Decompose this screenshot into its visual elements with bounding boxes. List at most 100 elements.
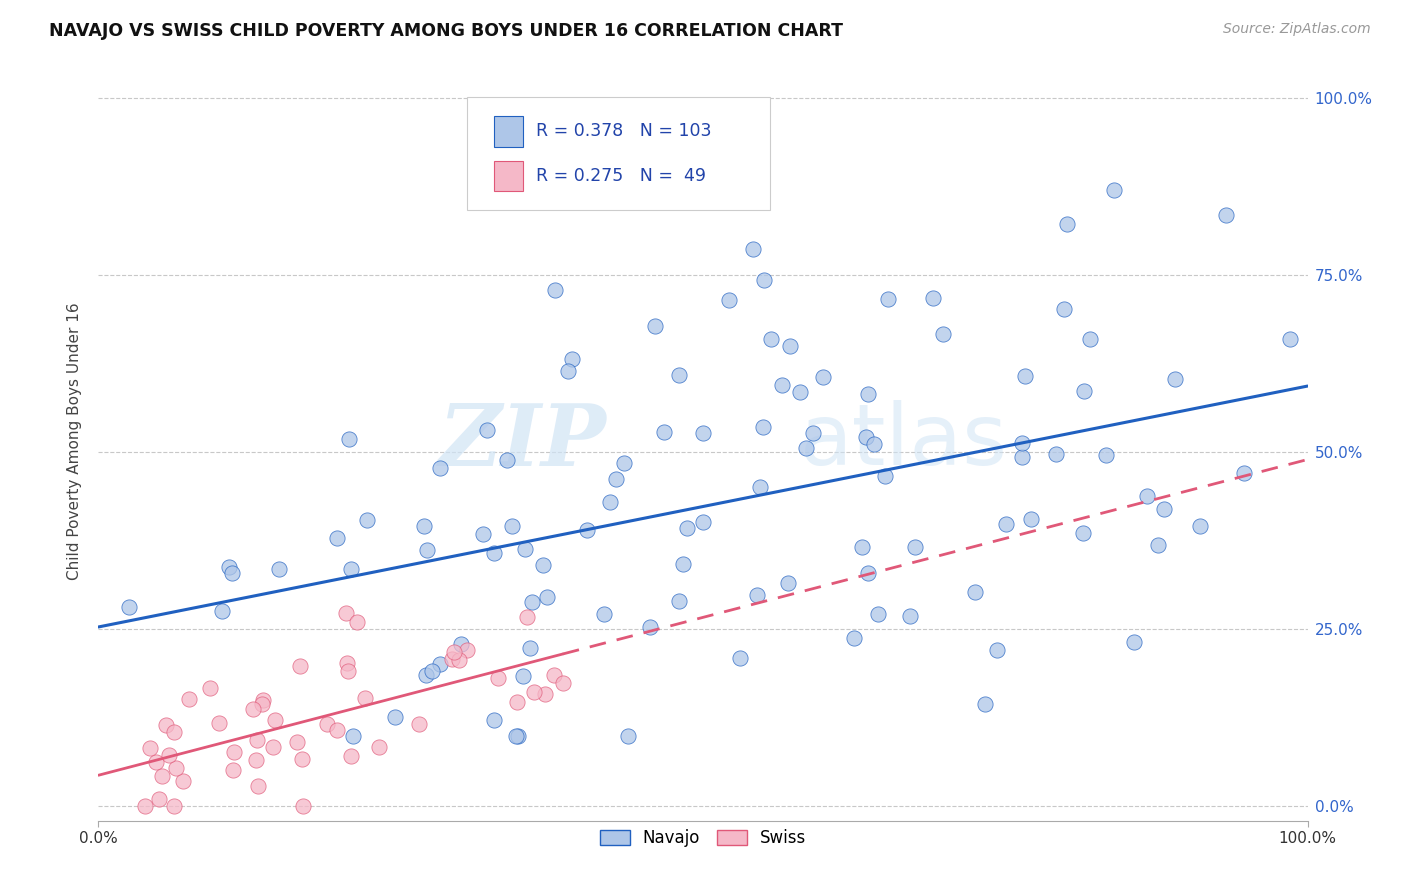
Point xyxy=(1071,525,1094,540)
Point xyxy=(336,664,359,678)
Point xyxy=(163,725,186,739)
Point xyxy=(505,695,527,709)
Point xyxy=(519,641,541,656)
Point xyxy=(523,685,546,699)
Point xyxy=(339,749,361,764)
Point xyxy=(794,442,817,456)
Point xyxy=(638,620,661,634)
Point xyxy=(855,430,877,444)
Point xyxy=(342,729,364,743)
Point xyxy=(139,741,162,756)
Point xyxy=(291,799,314,814)
Point xyxy=(1278,332,1301,346)
Point xyxy=(844,632,866,646)
Point xyxy=(866,607,889,621)
Point xyxy=(208,716,231,731)
Point xyxy=(211,604,233,618)
Point xyxy=(776,576,799,591)
Point xyxy=(413,519,436,533)
Point xyxy=(742,243,765,257)
Point xyxy=(512,669,534,683)
Point xyxy=(900,608,922,623)
Point xyxy=(536,591,558,605)
Point xyxy=(488,671,510,685)
Point xyxy=(904,540,927,554)
Point xyxy=(477,423,499,437)
Text: R = 0.275   N =  49: R = 0.275 N = 49 xyxy=(536,167,706,186)
Point xyxy=(531,558,554,572)
Point xyxy=(858,566,880,581)
Text: ZIP: ZIP xyxy=(439,400,606,483)
Point xyxy=(172,774,194,789)
Point xyxy=(326,723,349,737)
Point xyxy=(779,339,801,353)
Point xyxy=(644,318,666,333)
Point xyxy=(752,273,775,287)
Point xyxy=(759,332,782,346)
Point xyxy=(222,763,245,777)
Point xyxy=(605,472,627,486)
Point xyxy=(672,558,695,572)
Point xyxy=(157,747,180,762)
Point xyxy=(1073,384,1095,398)
Point xyxy=(617,729,640,743)
Point xyxy=(1122,635,1144,649)
Point xyxy=(875,468,897,483)
Point xyxy=(1011,450,1033,465)
Point xyxy=(876,293,898,307)
Legend: Navajo, Swiss: Navajo, Swiss xyxy=(593,822,813,854)
Point xyxy=(863,437,886,451)
Point xyxy=(1102,183,1125,197)
Point xyxy=(520,595,543,609)
Point xyxy=(1189,518,1212,533)
Text: atlas: atlas xyxy=(800,400,1008,483)
Y-axis label: Child Poverty Among Boys Under 16: Child Poverty Among Boys Under 16 xyxy=(67,302,83,581)
Point xyxy=(346,615,368,630)
Point xyxy=(1233,467,1256,481)
Point xyxy=(456,643,478,657)
Point xyxy=(384,710,406,724)
Point xyxy=(224,745,246,759)
Point xyxy=(717,293,740,307)
Point xyxy=(245,753,267,767)
Point xyxy=(415,668,437,682)
Point xyxy=(652,425,675,439)
Point xyxy=(356,513,378,527)
Point xyxy=(118,599,141,614)
Point xyxy=(495,453,517,467)
Point xyxy=(1078,332,1101,346)
Point xyxy=(177,692,200,706)
Point xyxy=(515,609,537,624)
Point xyxy=(995,517,1018,532)
Point xyxy=(316,717,339,731)
Point xyxy=(163,799,186,814)
Point xyxy=(1011,435,1033,450)
Point xyxy=(1095,448,1118,462)
Point xyxy=(252,692,274,706)
Point xyxy=(245,732,267,747)
Point xyxy=(1153,501,1175,516)
Point xyxy=(1146,538,1168,552)
Point xyxy=(447,653,470,667)
Point xyxy=(408,717,430,731)
Point xyxy=(155,718,177,732)
Point xyxy=(728,650,751,665)
Point xyxy=(932,327,955,342)
Point xyxy=(340,562,363,576)
Point xyxy=(1045,447,1067,461)
Point xyxy=(692,515,714,529)
Point xyxy=(247,779,270,793)
Point xyxy=(592,607,614,622)
Point xyxy=(506,729,529,743)
Point xyxy=(367,739,389,754)
Point xyxy=(745,588,768,602)
Point xyxy=(752,420,775,434)
Point xyxy=(429,657,451,672)
FancyBboxPatch shape xyxy=(467,96,769,211)
Point xyxy=(748,480,770,494)
Point xyxy=(354,690,377,705)
Point xyxy=(263,713,285,727)
Point xyxy=(1053,302,1076,317)
Point xyxy=(221,566,243,580)
Text: R = 0.378   N = 103: R = 0.378 N = 103 xyxy=(536,122,711,140)
